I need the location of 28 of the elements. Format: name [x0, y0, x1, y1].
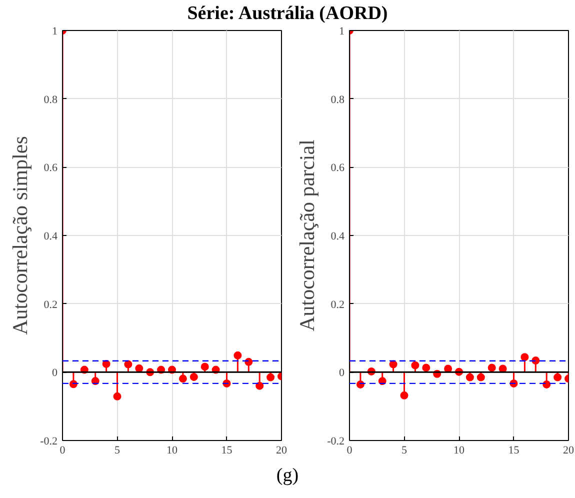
x-tick-label: 10 — [166, 444, 178, 456]
y-tick-label: 0 — [52, 367, 58, 380]
y-tick-label: 0.6 — [330, 162, 345, 174]
y-axis-title: Autocorrelação parcial — [295, 139, 320, 332]
y-tick-label: 0.8 — [44, 94, 58, 106]
x-tick-label: 20 — [276, 444, 288, 456]
x-tick-label: 10 — [454, 444, 465, 456]
x-tick-label: 15 — [508, 444, 520, 456]
x-tick-label: 20 — [563, 444, 574, 456]
x-tick-label: 15 — [221, 444, 233, 456]
x-tick-label: 0 — [60, 444, 66, 456]
y-tick-label: 1 — [52, 26, 58, 38]
y-tick-label: -0.2 — [40, 436, 58, 448]
y-tick-label: 0.2 — [44, 298, 58, 311]
y-tick-label: 0.4 — [44, 230, 58, 242]
y-tick-label: 0.2 — [330, 298, 344, 311]
x-tick-label: 5 — [114, 444, 120, 456]
y-tick-label: 0.6 — [44, 162, 58, 174]
y-tick-label: 0.8 — [330, 94, 345, 106]
y-tick-label: 0.4 — [330, 230, 345, 242]
x-tick-label: 5 — [402, 444, 408, 456]
chart-title: Série: Austrália (AORD) — [187, 2, 388, 26]
y-axis-title: Autocorrelação simples — [8, 136, 32, 335]
x-tick-label: 0 — [346, 444, 353, 456]
y-tick-label: -0.2 — [327, 436, 345, 448]
y-tick-label: 1 — [339, 26, 344, 38]
text: (g) — [276, 464, 299, 488]
y-tick-label: 0 — [339, 367, 345, 380]
